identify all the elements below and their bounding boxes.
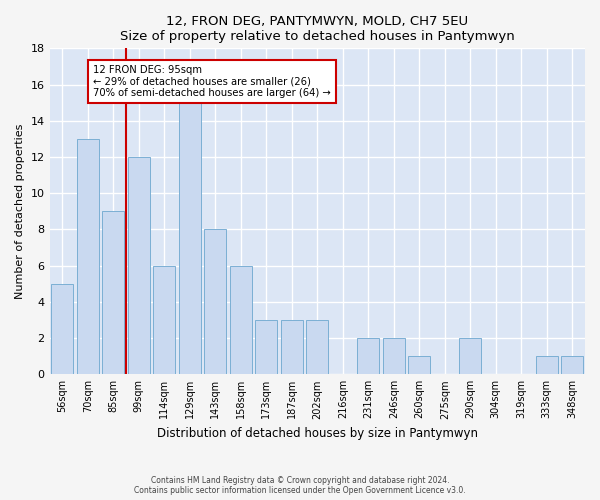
Bar (460, 338, 481, 374)
Bar (562, 356, 583, 374)
Bar (307, 320, 328, 374)
Text: Contains HM Land Registry data © Crown copyright and database right 2024.
Contai: Contains HM Land Registry data © Crown c… (134, 476, 466, 495)
Bar (52, 284, 73, 374)
Bar (409, 356, 430, 374)
Bar (383, 338, 404, 374)
Text: 12 FRON DEG: 95sqm
← 29% of detached houses are smaller (26)
70% of semi-detache: 12 FRON DEG: 95sqm ← 29% of detached hou… (93, 64, 331, 98)
Bar (205, 230, 226, 374)
Title: 12, FRON DEG, PANTYMWYN, MOLD, CH7 5EU
Size of property relative to detached hou: 12, FRON DEG, PANTYMWYN, MOLD, CH7 5EU S… (120, 15, 515, 43)
Bar (256, 320, 277, 374)
Bar (77, 139, 98, 374)
Bar (230, 266, 251, 374)
Bar (154, 266, 175, 374)
Y-axis label: Number of detached properties: Number of detached properties (15, 124, 25, 299)
Bar (179, 102, 200, 374)
Bar (128, 157, 149, 374)
Bar (536, 356, 557, 374)
X-axis label: Distribution of detached houses by size in Pantymwyn: Distribution of detached houses by size … (157, 427, 478, 440)
Bar (358, 338, 379, 374)
Bar (103, 212, 124, 374)
Bar (281, 320, 302, 374)
